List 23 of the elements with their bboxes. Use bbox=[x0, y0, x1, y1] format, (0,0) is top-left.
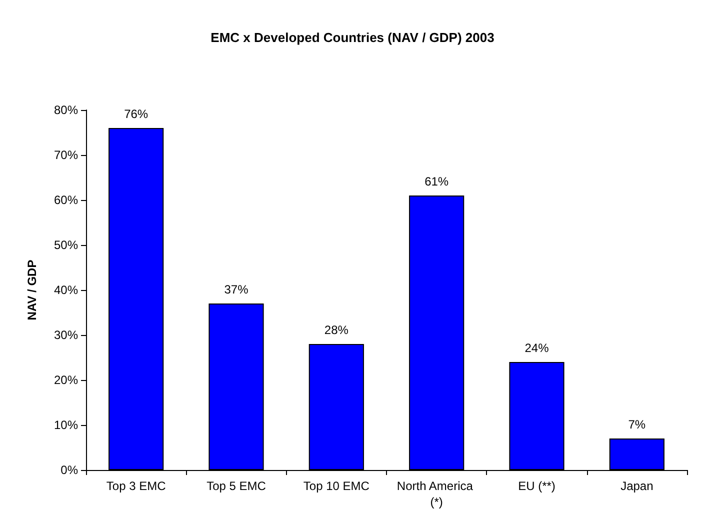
y-tick-label: 10% bbox=[54, 418, 78, 432]
y-tick-label: 50% bbox=[54, 238, 78, 252]
y-tick-label: 30% bbox=[54, 328, 78, 342]
x-tick-label: North America (*) bbox=[396, 479, 476, 509]
x-tick-label: EU (**) bbox=[518, 479, 556, 493]
x-tick-label: Top 3 EMC bbox=[106, 479, 166, 493]
y-tick-label: 60% bbox=[54, 193, 78, 207]
y-tick-label: 70% bbox=[54, 148, 78, 162]
chart-title: EMC x Developed Countries (NAV / GDP) 2003 bbox=[210, 30, 494, 45]
x-tick-label: Japan bbox=[620, 479, 654, 493]
data-label: 61% bbox=[424, 174, 449, 188]
data-label: 24% bbox=[524, 341, 550, 355]
y-tick-label: 40% bbox=[54, 283, 78, 297]
y-tick-label: 20% bbox=[54, 373, 78, 387]
y-tick-label: 0% bbox=[60, 463, 78, 477]
data-label: 28% bbox=[324, 323, 349, 337]
data-label: 76% bbox=[124, 107, 148, 121]
data-label: 37% bbox=[224, 282, 249, 296]
data-label: 7% bbox=[628, 418, 646, 432]
y-tick-label: 80% bbox=[54, 103, 78, 117]
y-axis-title: NAV / GDP bbox=[25, 260, 39, 320]
x-tick-label: Top 10 EMC bbox=[303, 479, 370, 493]
x-tick-label: Top 5 EMC bbox=[206, 479, 266, 493]
